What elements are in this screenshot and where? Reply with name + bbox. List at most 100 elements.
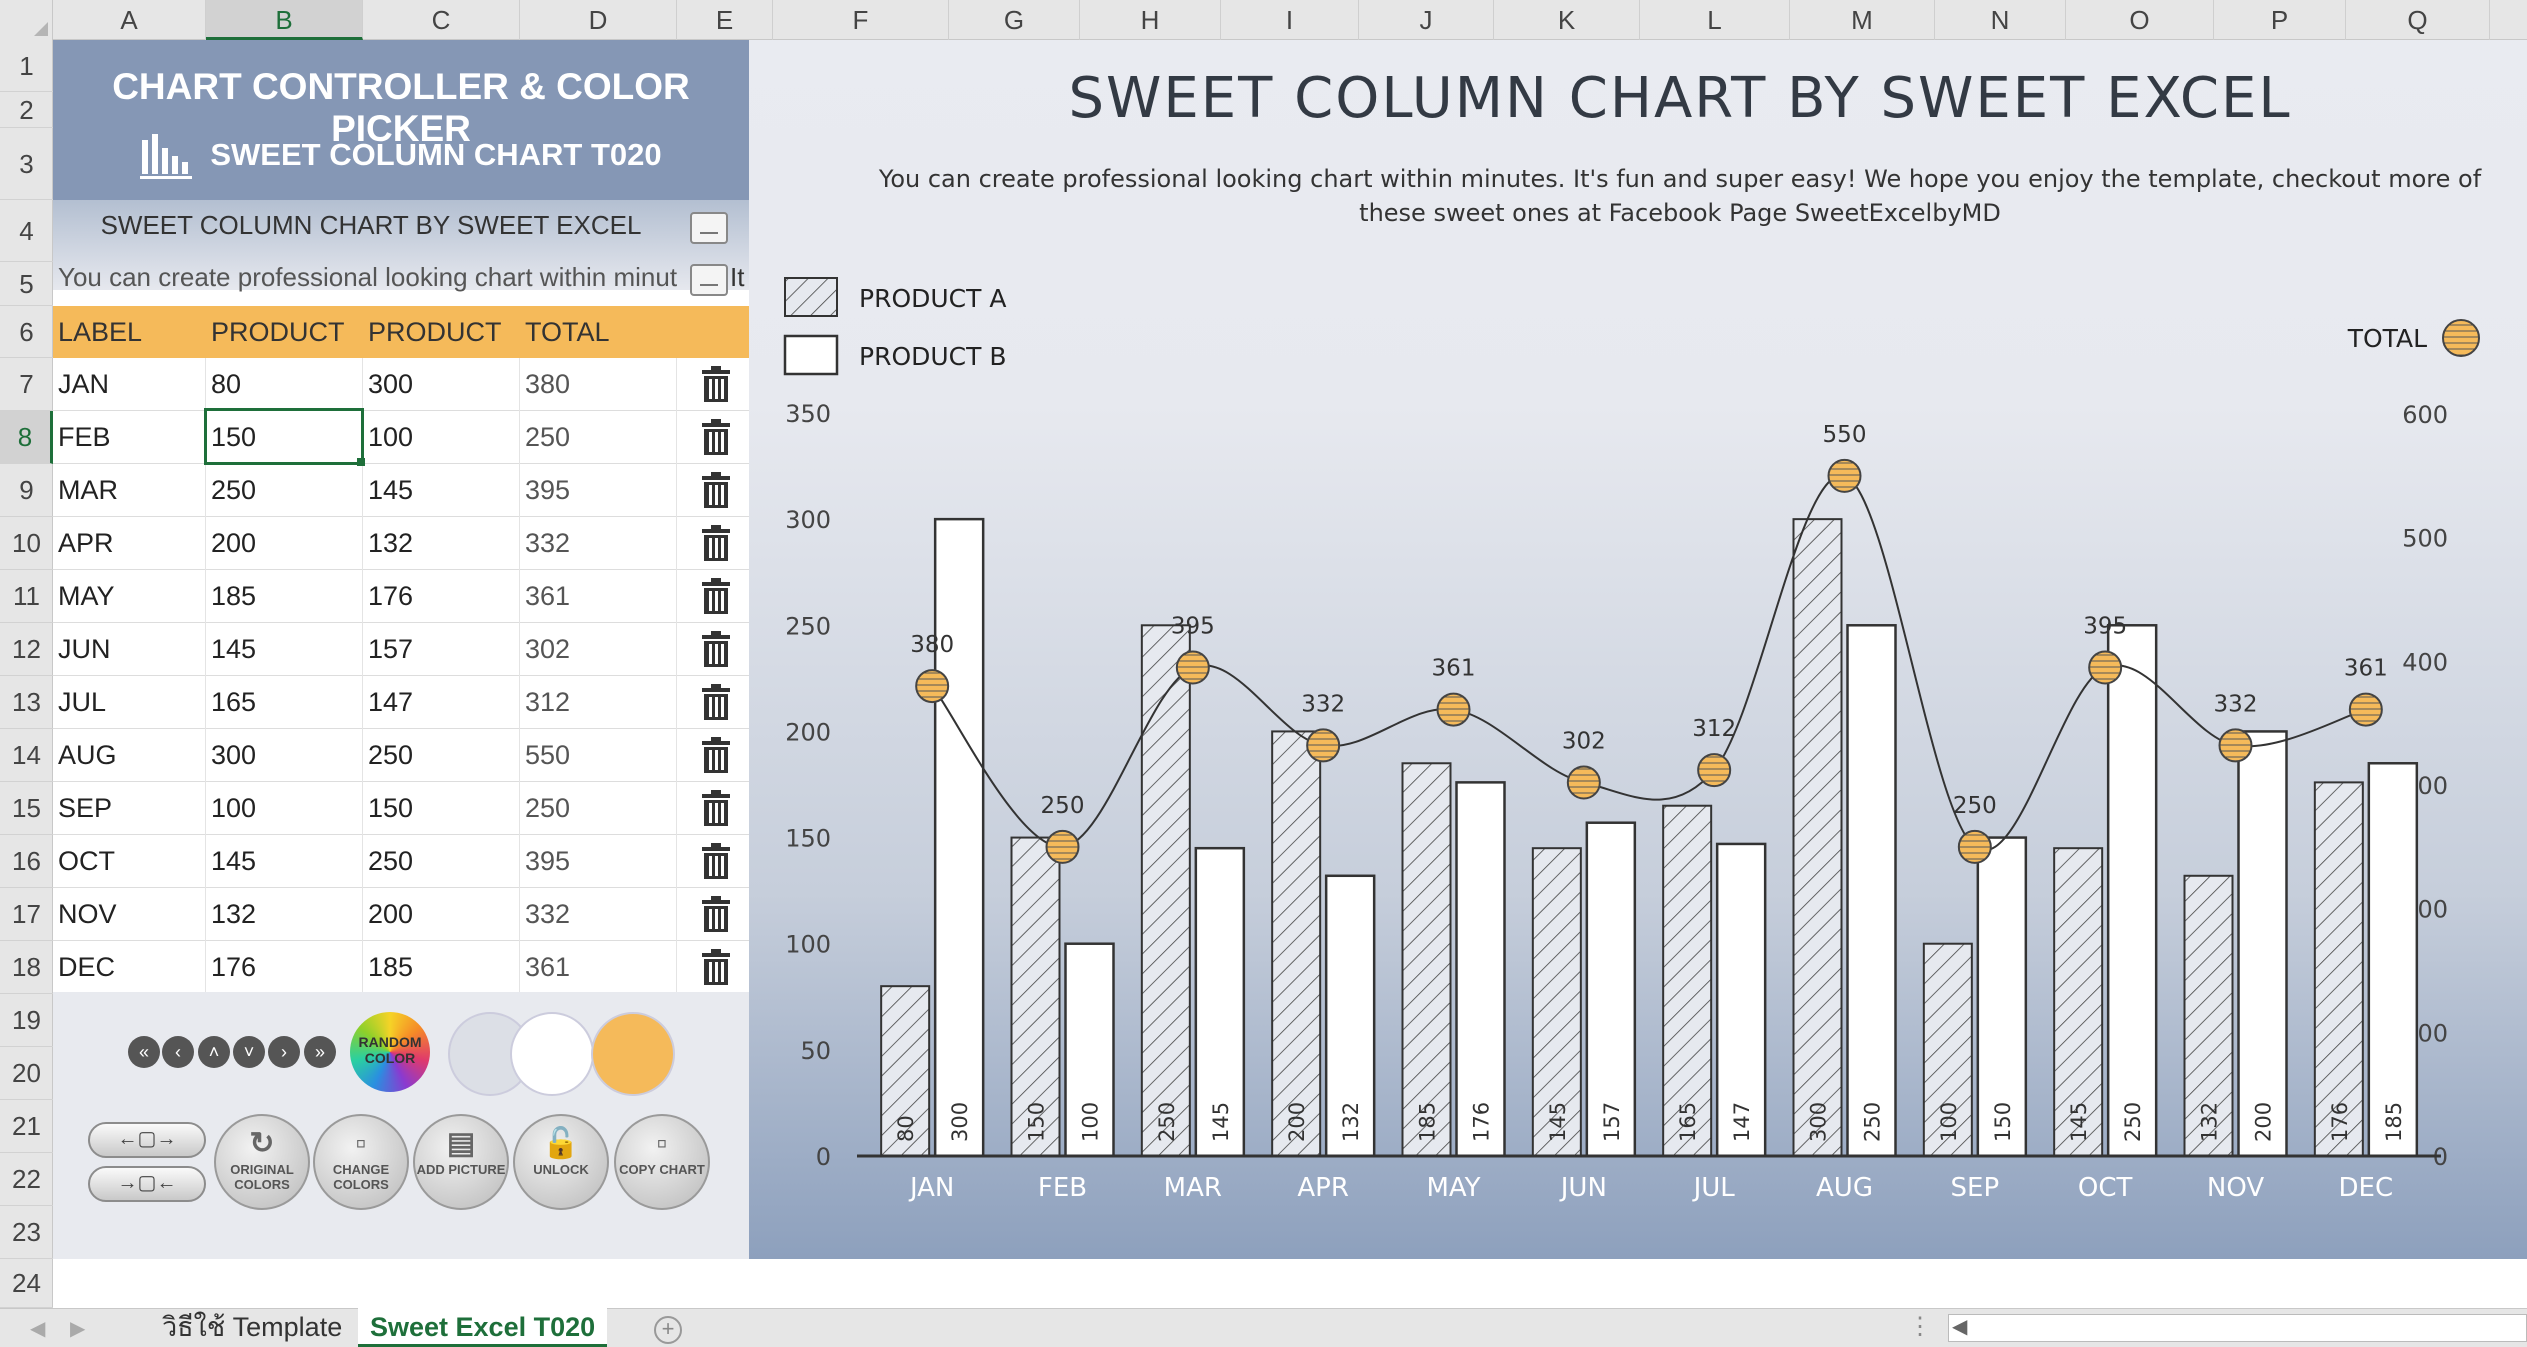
cell-product-a[interactable]: 250: [206, 464, 363, 517]
cell-total[interactable]: 250: [520, 411, 677, 464]
cell-product-a[interactable]: 176: [206, 941, 363, 994]
edit-subtitle-icon[interactable]: [690, 264, 728, 296]
row-header-16[interactable]: 16: [0, 835, 53, 888]
add-picture-button[interactable]: ▤ ADD PICTURE: [413, 1114, 509, 1210]
trash-icon[interactable]: [701, 631, 731, 667]
cell-label[interactable]: JUL: [53, 676, 206, 729]
edit-title-icon[interactable]: [690, 212, 728, 244]
cell-label[interactable]: SEP: [53, 782, 206, 835]
cell-label[interactable]: NOV: [53, 888, 206, 941]
cell-total[interactable]: 395: [520, 464, 677, 517]
cell-product-b[interactable]: 157: [363, 623, 520, 676]
cell-label[interactable]: MAY: [53, 570, 206, 623]
row-header-19[interactable]: 19: [0, 994, 53, 1047]
cell-label[interactable]: JUN: [53, 623, 206, 676]
change-colors-button[interactable]: ▫ CHANGE COLORS: [313, 1114, 409, 1210]
scroll-left-arrow-icon[interactable]: ◀: [1952, 1316, 1968, 1338]
cell-product-b[interactable]: 300: [363, 358, 520, 411]
cell-total[interactable]: 550: [520, 729, 677, 782]
tab-sweet-excel[interactable]: Sweet Excel T020: [358, 1308, 608, 1347]
tab-scroll-right-icon[interactable]: ▶: [70, 1318, 86, 1340]
cell-product-a[interactable]: 145: [206, 835, 363, 888]
cell-product-a[interactable]: 185: [206, 570, 363, 623]
column-header-o[interactable]: O: [2066, 0, 2214, 40]
row-header-21[interactable]: 21: [0, 1100, 53, 1153]
cell-label[interactable]: AUG: [53, 729, 206, 782]
row-header-4[interactable]: 4: [0, 200, 53, 262]
random-color-button[interactable]: RANDOM COLOR: [350, 1012, 430, 1092]
column-header-c[interactable]: C: [363, 0, 520, 40]
cell-product-b[interactable]: 100: [363, 411, 520, 464]
trash-icon[interactable]: [701, 843, 731, 879]
cell-total[interactable]: 332: [520, 517, 677, 570]
horizontal-scrollbar[interactable]: [1948, 1314, 2527, 1342]
row-header-8[interactable]: 8: [0, 411, 53, 464]
row-header-2[interactable]: 2: [0, 92, 53, 128]
tab-how-to[interactable]: วิธีใช้ Template: [162, 1312, 343, 1342]
cell-product-b[interactable]: 147: [363, 676, 520, 729]
trash-icon[interactable]: [701, 472, 731, 508]
cell-label[interactable]: MAR: [53, 464, 206, 517]
tab-scroll-left-icon[interactable]: ◀: [30, 1318, 46, 1340]
row-header-11[interactable]: 11: [0, 570, 53, 623]
row-header-6[interactable]: 6: [0, 306, 53, 358]
cell-product-b[interactable]: 200: [363, 888, 520, 941]
cell-product-a[interactable]: 100: [206, 782, 363, 835]
row-header-5[interactable]: 5: [0, 262, 53, 306]
column-header-p[interactable]: P: [2214, 0, 2346, 40]
tab-split-handle-icon[interactable]: ⋮: [1908, 1313, 1932, 1340]
row-header-20[interactable]: 20: [0, 1047, 53, 1100]
cell-product-b[interactable]: 185: [363, 941, 520, 994]
nav-button-3[interactable]: ˅: [233, 1036, 265, 1068]
original-colors-button[interactable]: ↻ ORIGINAL COLORS: [214, 1114, 310, 1210]
cell-label[interactable]: DEC: [53, 941, 206, 994]
cell-label[interactable]: JAN: [53, 358, 206, 411]
swatch-total[interactable]: [591, 1012, 675, 1096]
cell-product-a[interactable]: 132: [206, 888, 363, 941]
trash-icon[interactable]: [701, 896, 731, 932]
row-header-3[interactable]: 3: [0, 128, 53, 200]
row-header-24[interactable]: 24: [0, 1259, 53, 1308]
cell-total[interactable]: 395: [520, 835, 677, 888]
column-header-h[interactable]: H: [1080, 0, 1221, 40]
cell-product-b[interactable]: 250: [363, 835, 520, 888]
cell-total[interactable]: 312: [520, 676, 677, 729]
row-header-10[interactable]: 10: [0, 517, 53, 570]
row-header-22[interactable]: 22: [0, 1153, 53, 1206]
column-header-l[interactable]: L: [1640, 0, 1790, 40]
cell-product-a[interactable]: 200: [206, 517, 363, 570]
column-header-g[interactable]: G: [949, 0, 1080, 40]
column-header-d[interactable]: D: [520, 0, 677, 40]
nav-button-1[interactable]: ‹: [162, 1036, 194, 1068]
row-header-7[interactable]: 7: [0, 358, 53, 411]
cell-product-a[interactable]: 300: [206, 729, 363, 782]
row-header-17[interactable]: 17: [0, 888, 53, 941]
move-right-pill[interactable]: ←▢→: [88, 1122, 206, 1158]
cell-product-b[interactable]: 176: [363, 570, 520, 623]
cell-product-b[interactable]: 145: [363, 464, 520, 517]
add-sheet-icon[interactable]: +: [654, 1316, 682, 1344]
cell-product-a[interactable]: 145: [206, 623, 363, 676]
cell-total[interactable]: 361: [520, 570, 677, 623]
chart-title-input[interactable]: SWEET COLUMN CHART BY SWEET EXCEL: [100, 210, 642, 240]
move-left-pill[interactable]: →▢←: [88, 1166, 206, 1202]
row-header-12[interactable]: 12: [0, 623, 53, 676]
nav-button-4[interactable]: ›: [268, 1036, 300, 1068]
fill-handle[interactable]: [357, 458, 365, 466]
trash-icon[interactable]: [701, 578, 731, 614]
select-all-corner[interactable]: [0, 0, 53, 40]
trash-icon[interactable]: [701, 949, 731, 985]
cell-product-b[interactable]: 250: [363, 729, 520, 782]
column-header-n[interactable]: N: [1935, 0, 2066, 40]
copy-chart-button[interactable]: ▫ COPY CHART: [614, 1114, 710, 1210]
cell-product-b[interactable]: 132: [363, 517, 520, 570]
row-header-18[interactable]: 18: [0, 941, 53, 994]
column-header-b[interactable]: B: [206, 0, 363, 40]
cell-label[interactable]: APR: [53, 517, 206, 570]
cell-label[interactable]: FEB: [53, 411, 206, 464]
column-header-m[interactable]: M: [1790, 0, 1935, 40]
cell-total[interactable]: 302: [520, 623, 677, 676]
nav-button-0[interactable]: «: [128, 1036, 160, 1068]
cell-product-a[interactable]: 80: [206, 358, 363, 411]
trash-icon[interactable]: [701, 684, 731, 720]
